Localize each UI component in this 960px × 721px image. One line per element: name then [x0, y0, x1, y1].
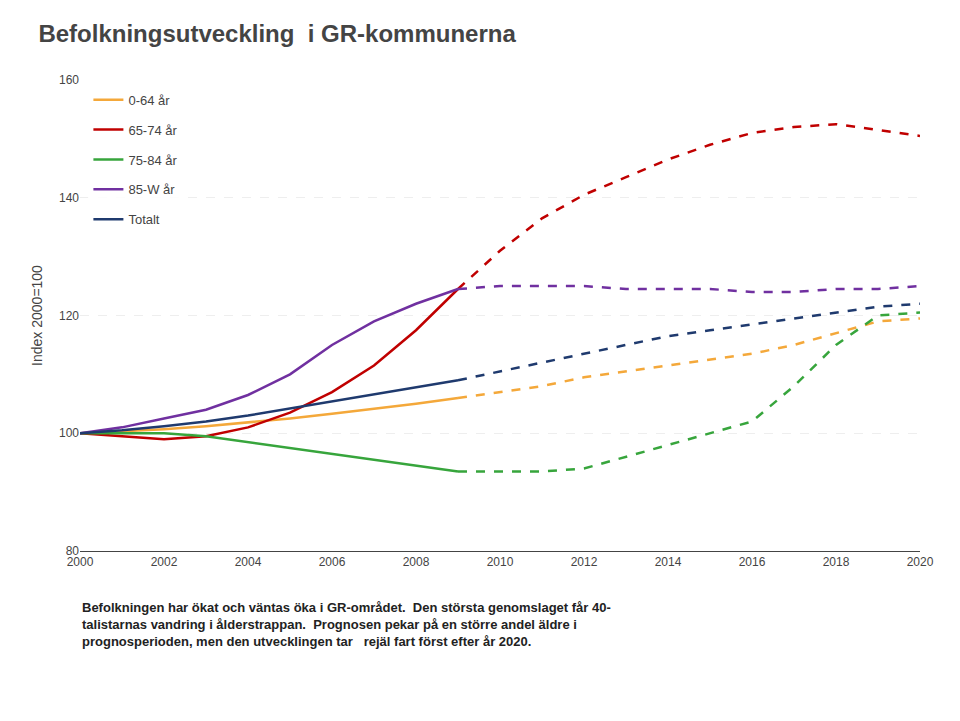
svg-text:2008: 2008	[403, 555, 430, 569]
svg-text:2004: 2004	[235, 555, 262, 569]
svg-text:140: 140	[59, 191, 79, 205]
svg-text:2016: 2016	[739, 555, 766, 569]
svg-text:Index 2000=100: Index 2000=100	[29, 265, 45, 366]
svg-text:2014: 2014	[655, 555, 682, 569]
svg-text:80: 80	[66, 544, 80, 558]
svg-text:Befolkningen har ökat och vänt: Befolkningen har ökat och väntas öka i G…	[82, 600, 611, 649]
svg-text:2018: 2018	[823, 555, 850, 569]
svg-text:2000: 2000	[67, 555, 94, 569]
svg-text:0-64 år: 0-64 år	[128, 93, 170, 108]
svg-text:2002: 2002	[151, 555, 178, 569]
svg-text:2012: 2012	[571, 555, 598, 569]
svg-text:65-74 år: 65-74 år	[128, 123, 177, 138]
svg-text:Totalt: Totalt	[128, 212, 159, 227]
svg-text:85-W år: 85-W år	[128, 182, 175, 197]
svg-text:120: 120	[59, 309, 79, 323]
svg-text:2006: 2006	[319, 555, 346, 569]
svg-text:160: 160	[59, 73, 79, 87]
svg-text:75-84 år: 75-84 år	[128, 153, 177, 168]
svg-text:Befolkningsutveckling i GR-ko: Befolkningsutveckling i GR-kommunerna	[38, 20, 516, 47]
svg-text:100: 100	[59, 426, 79, 440]
svg-text:2020: 2020	[907, 555, 934, 569]
svg-text:2010: 2010	[487, 555, 514, 569]
